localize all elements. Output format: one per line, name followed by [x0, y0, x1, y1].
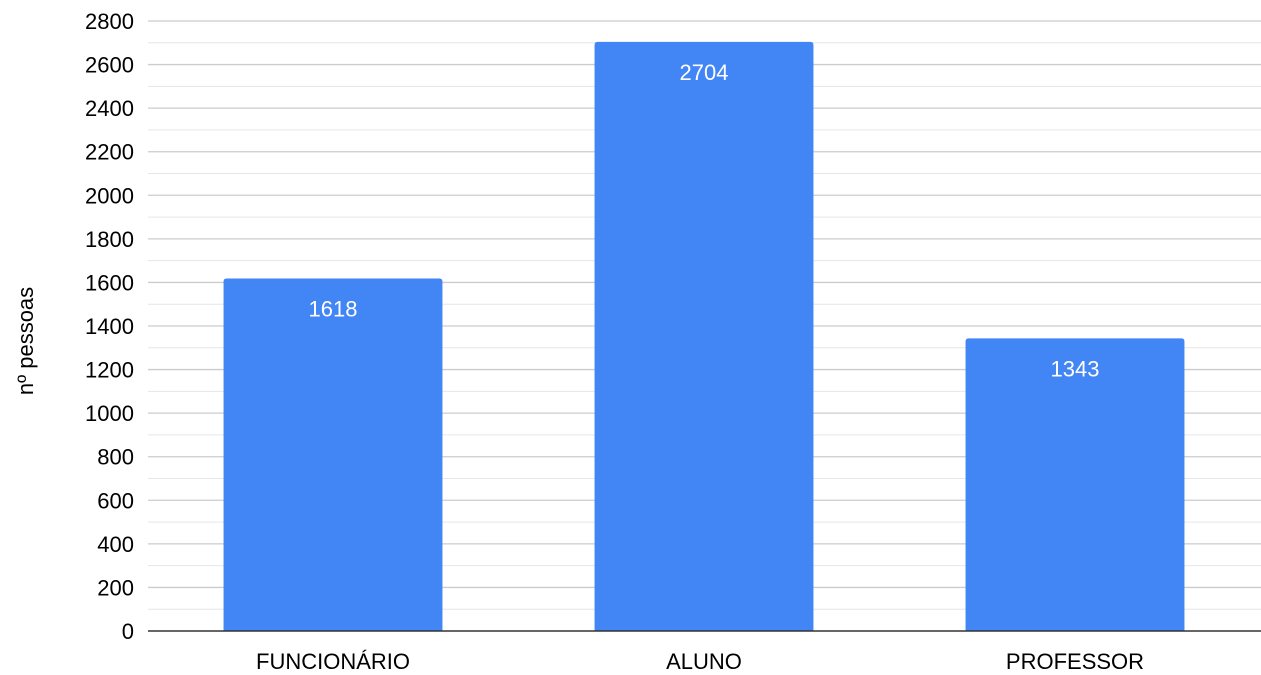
y-tick-label: 1000: [85, 401, 134, 426]
y-tick-label: 2000: [85, 183, 134, 208]
y-tick-label: 800: [97, 445, 134, 470]
bar-value-label: 1618: [309, 297, 358, 322]
y-axis-title: nº pessoas: [13, 287, 38, 395]
y-tick-label: 600: [97, 488, 134, 513]
bar: [594, 41, 814, 631]
y-tick-label: 1600: [85, 270, 134, 295]
x-tick-label: FUNCIONÁRIO: [256, 649, 410, 674]
y-tick-label: 200: [97, 575, 134, 600]
y-tick-label: 1200: [85, 358, 134, 383]
bar: [223, 278, 443, 631]
y-tick-label: 400: [97, 532, 134, 557]
bar-value-label: 2704: [680, 60, 729, 85]
x-tick-label: PROFESSOR: [1006, 649, 1144, 674]
x-tick-label: ALUNO: [666, 649, 742, 674]
y-tick-label: 2600: [85, 53, 134, 78]
x-tick-labels: FUNCIONÁRIO ALUNO PROFESSOR: [256, 649, 1144, 674]
y-tick-label: 2400: [85, 96, 134, 121]
y-tick-label: 1400: [85, 314, 134, 339]
y-tick-label: 2800: [85, 9, 134, 34]
bar-value-label: 1343: [1051, 356, 1100, 381]
y-tick-label: 0: [122, 619, 134, 644]
y-tick-label: 1800: [85, 227, 134, 252]
data-labels: 1618 2704 1343: [309, 60, 1100, 382]
y-tick-label: 2200: [85, 140, 134, 165]
bars: [223, 41, 1185, 631]
y-tick-labels: 0 200 400 600 800 1000 1200 1400 1600 1800 2000 220…: [85, 9, 134, 644]
bar: [965, 338, 1185, 631]
